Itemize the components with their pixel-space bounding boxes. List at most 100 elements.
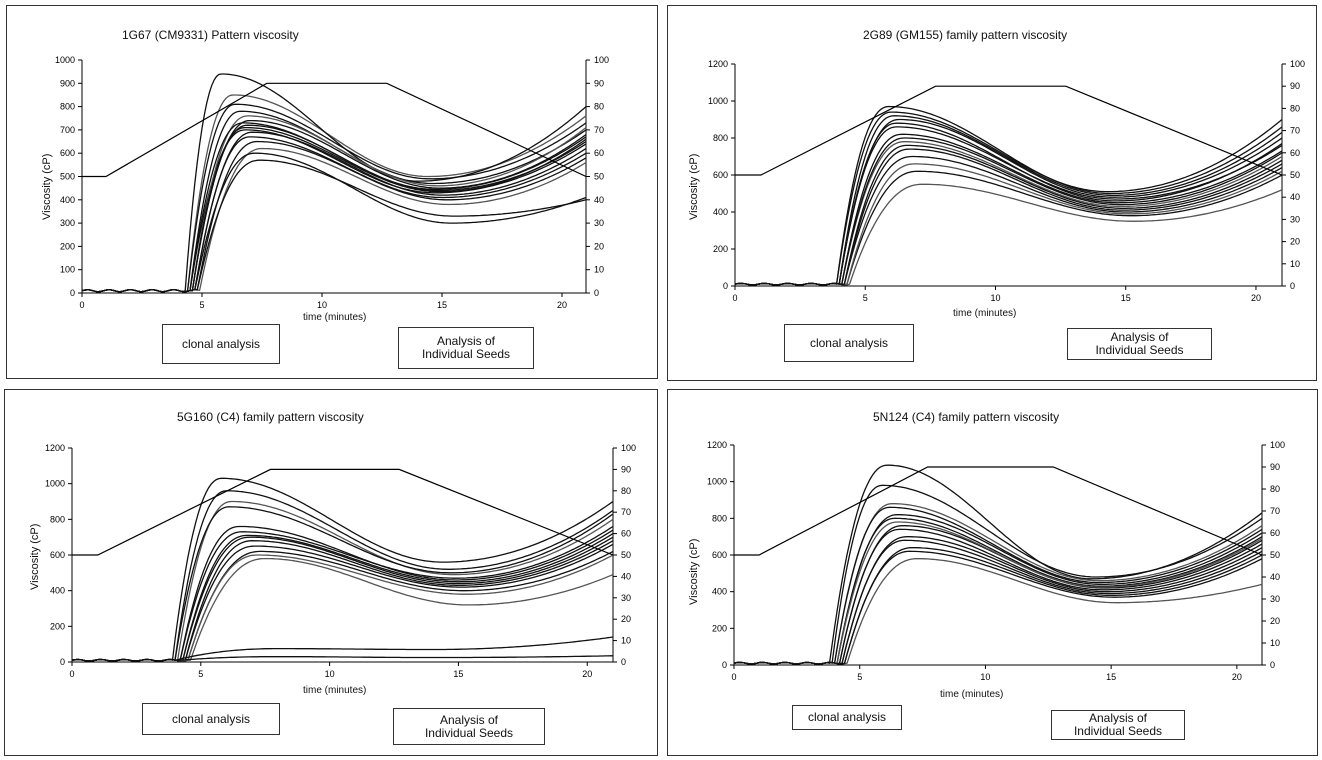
y-tick-label: 200 xyxy=(50,621,65,631)
viscosity-curves xyxy=(733,464,1263,665)
y-tick-label: 1000 xyxy=(707,477,727,487)
x-tick-label: 0 xyxy=(731,672,736,682)
y2-tick-label: 30 xyxy=(1290,214,1300,224)
y2-tick-label: 90 xyxy=(1290,81,1300,91)
y-tick-label: 600 xyxy=(60,148,75,158)
chart-title: 2G89 (GM155) family pattern viscosity xyxy=(863,28,1068,42)
temperature-profile-line xyxy=(735,85,1283,176)
y2-tick-label: 0 xyxy=(1270,660,1275,670)
y-axis-label: Viscosity (cP) xyxy=(29,523,41,590)
y2-tick-label: 60 xyxy=(1290,148,1300,158)
viscosity-curve xyxy=(733,547,1263,665)
y2-tick-label: 0 xyxy=(594,288,599,298)
viscosity-curve xyxy=(81,152,587,293)
y2-tick-label: 60 xyxy=(594,148,604,158)
clonal-analysis-label: clonal analysis xyxy=(181,336,261,351)
y2-tick-label: 10 xyxy=(621,636,631,646)
individual-seeds-box: Analysis of Individual Seeds xyxy=(398,327,534,369)
y2-tick-label: 60 xyxy=(1270,528,1280,538)
y2-tick-label: 20 xyxy=(1270,616,1280,626)
y2-tick-label: 30 xyxy=(621,593,631,603)
x-axis-label: time (minutes) xyxy=(953,308,1017,319)
y2-tick-label: 80 xyxy=(1290,103,1300,113)
x-tick-label: 20 xyxy=(582,669,592,679)
y2-tick-label: 80 xyxy=(594,102,604,112)
y2-tick-label: 50 xyxy=(1290,170,1300,180)
y-tick-label: 300 xyxy=(60,218,75,228)
viscosity-plot: 0200400600800100012000102030405060708090… xyxy=(707,440,1285,682)
y2-tick-label: 100 xyxy=(621,443,636,453)
viscosity-curves xyxy=(71,477,614,662)
y-tick-label: 100 xyxy=(60,265,75,275)
y-tick-label: 800 xyxy=(50,514,65,524)
x-tick-label: 20 xyxy=(557,300,567,310)
chart-panel-2g89: 0 200 400 600 800 1000 1200 0 10 20 30 40 50 60 70 80 90… xyxy=(667,5,1317,381)
y2-tick-label: 90 xyxy=(1270,462,1280,472)
y2-tick-label: 20 xyxy=(621,614,631,624)
x-tick-label: 5 xyxy=(863,293,868,303)
x-tick-label: 10 xyxy=(317,300,327,310)
viscosity-curves xyxy=(734,105,1283,286)
y-tick-label: 800 xyxy=(60,102,75,112)
individual-seeds-box: Analysis of Individual Seeds xyxy=(1067,328,1212,360)
chart-title: 5N124 (C4) family pattern viscosity xyxy=(873,410,1060,424)
y-tick-label: 1000 xyxy=(708,96,728,106)
y-tick-label: 0 xyxy=(70,288,75,298)
y2-tick-label: 70 xyxy=(594,125,604,135)
x-tick-label: 5 xyxy=(199,300,204,310)
y2-tick-label: 50 xyxy=(594,172,604,182)
y2-tick-label: 80 xyxy=(1270,484,1280,494)
y2-tick-label: 10 xyxy=(594,265,604,275)
y2-tick-label: 80 xyxy=(621,486,631,496)
x-tick-label: 20 xyxy=(1251,293,1261,303)
y-tick-label: 1200 xyxy=(707,440,727,450)
y-tick-label: 400 xyxy=(50,586,65,596)
y-tick-label: 400 xyxy=(712,587,727,597)
y2-tick-label: 100 xyxy=(1290,59,1305,69)
y-tick-label: 1200 xyxy=(708,59,728,69)
y-tick-label: 1200 xyxy=(45,443,65,453)
viscosity-curve xyxy=(734,126,1283,286)
y-tick-label: 0 xyxy=(723,281,728,291)
individual-seeds-box: Analysis of Individual Seeds xyxy=(1051,710,1185,740)
y2-tick-label: 60 xyxy=(621,529,631,539)
y-tick-label: 600 xyxy=(712,550,727,560)
viscosity-plot: 0100200300400500600700800900100001020304… xyxy=(55,55,609,310)
y2-tick-label: 10 xyxy=(1270,638,1280,648)
y-tick-label: 800 xyxy=(713,133,728,143)
clonal-analysis-label: clonal analysis xyxy=(809,335,889,350)
viscosity-curve xyxy=(733,464,1263,665)
y2-tick-label: 50 xyxy=(1270,550,1280,560)
clonal-analysis-box: clonal analysis xyxy=(142,703,280,735)
y-tick-label: 0 xyxy=(722,660,727,670)
y-axis-label: Viscosity (cP) xyxy=(688,538,700,605)
y2-tick-label: 40 xyxy=(1270,572,1280,582)
y2-tick-label: 90 xyxy=(594,78,604,88)
x-tick-label: 15 xyxy=(437,300,447,310)
individual-seeds-label-2: Individual Seeds xyxy=(1095,343,1184,357)
individual-seeds-label-1: Analysis of xyxy=(439,712,499,727)
y-tick-label: 0 xyxy=(60,657,65,667)
y2-tick-label: 30 xyxy=(1270,594,1280,604)
y2-tick-label: 10 xyxy=(1290,259,1300,269)
viscosity-curve xyxy=(81,124,587,293)
y2-tick-label: 100 xyxy=(594,55,609,65)
individual-seeds-label-2: Individual Seeds xyxy=(424,725,514,740)
x-tick-label: 5 xyxy=(198,669,203,679)
viscosity-curve xyxy=(733,517,1263,665)
chart-title: 5G160 (C4) family pattern viscosity xyxy=(177,410,364,424)
viscosity-curve xyxy=(71,525,614,662)
y2-tick-label: 20 xyxy=(594,241,604,251)
y-tick-label: 400 xyxy=(713,207,728,217)
y2-tick-label: 100 xyxy=(1270,440,1285,450)
viscosity-curve xyxy=(734,170,1283,286)
y-tick-label: 600 xyxy=(713,170,728,180)
viscosity-curve xyxy=(733,550,1263,665)
x-tick-label: 10 xyxy=(990,293,1000,303)
clonal-analysis-box: clonal analysis xyxy=(792,705,902,730)
viscosity-curve xyxy=(733,539,1263,665)
y2-tick-label: 40 xyxy=(621,571,631,581)
y-tick-label: 600 xyxy=(50,550,65,560)
viscosity-plot: 0200400600800100012000102030405060708090… xyxy=(708,59,1305,303)
individual-seeds-label-1: Analysis of xyxy=(1110,330,1169,344)
